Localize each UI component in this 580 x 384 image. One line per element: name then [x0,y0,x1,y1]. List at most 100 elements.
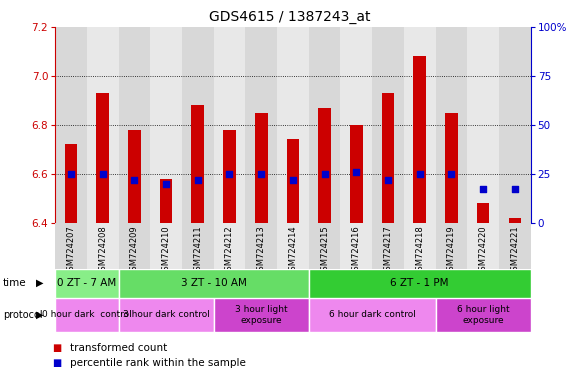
Bar [436,27,467,223]
Bar [287,139,299,223]
Bar [55,223,87,269]
Bar [118,223,150,269]
Point [161,180,171,187]
Point [98,170,107,177]
Text: GSM724215: GSM724215 [320,225,329,276]
Text: percentile rank within the sample: percentile rank within the sample [70,358,245,368]
Text: 3 ZT - 10 AM: 3 ZT - 10 AM [181,278,246,288]
Bar [277,27,309,223]
Point [510,186,520,192]
Text: 0 hour dark  control: 0 hour dark control [42,310,132,319]
Text: GSM724221: GSM724221 [510,225,519,276]
Text: ■: ■ [52,343,61,353]
Bar [477,203,490,223]
Point [225,170,234,177]
Text: 3 hour light
exposure: 3 hour light exposure [235,305,288,324]
Text: GSM724218: GSM724218 [415,225,424,276]
Point [415,170,425,177]
Bar [509,218,521,223]
Bar [436,223,467,269]
Text: ■: ■ [52,358,61,368]
Bar [87,27,118,223]
Text: GSM724211: GSM724211 [193,225,202,276]
Bar [318,108,331,223]
Text: protocol: protocol [3,310,42,320]
Bar [223,130,236,223]
Point [447,170,456,177]
Text: GSM724220: GSM724220 [478,225,488,276]
Bar [414,56,426,223]
Text: GSM724207: GSM724207 [67,225,75,276]
Bar [340,223,372,269]
Bar [309,269,531,298]
Point [66,170,75,177]
Bar [213,223,245,269]
Bar [309,27,340,223]
Bar [150,223,182,269]
Bar [96,93,109,223]
Bar [118,298,213,332]
Bar [118,269,309,298]
Bar [128,130,141,223]
Bar [182,223,213,269]
Bar [160,179,172,223]
Point [320,170,329,177]
Text: 3 hour dark control: 3 hour dark control [122,310,209,319]
Text: 6 hour light
exposure: 6 hour light exposure [457,305,509,324]
Text: GSM724208: GSM724208 [98,225,107,276]
Bar [372,223,404,269]
Point [288,177,298,183]
Text: 6 ZT - 1 PM: 6 ZT - 1 PM [390,278,449,288]
Bar [350,125,362,223]
Text: ▶: ▶ [36,310,44,320]
Bar [382,93,394,223]
Bar [372,27,404,223]
Point [193,177,202,183]
Bar [118,27,150,223]
Point [256,170,266,177]
Bar [436,298,531,332]
Bar [150,27,182,223]
Point [351,169,361,175]
Bar [87,223,118,269]
Text: GSM724209: GSM724209 [130,225,139,276]
Bar [55,298,118,332]
Bar [467,223,499,269]
Text: 6 hour dark control: 6 hour dark control [329,310,416,319]
Bar [404,223,436,269]
Text: GSM724219: GSM724219 [447,225,456,276]
Text: GSM724216: GSM724216 [352,225,361,276]
Bar [191,105,204,223]
Bar [277,223,309,269]
Text: GSM724217: GSM724217 [383,225,393,276]
Text: GDS4615 / 1387243_at: GDS4615 / 1387243_at [209,10,371,23]
Text: GSM724210: GSM724210 [162,225,171,276]
Bar [213,27,245,223]
Bar [445,113,458,223]
Point [130,177,139,183]
Point [478,186,488,192]
Text: time: time [3,278,27,288]
Bar [55,27,87,223]
Bar [245,27,277,223]
Bar [213,298,309,332]
Bar [182,27,213,223]
Point [383,177,393,183]
Bar [499,223,531,269]
Bar [340,27,372,223]
Text: ▶: ▶ [36,278,44,288]
Bar [404,27,436,223]
Text: 0 ZT - 7 AM: 0 ZT - 7 AM [57,278,117,288]
Bar [309,223,340,269]
Text: GSM724214: GSM724214 [288,225,298,276]
Bar [309,298,436,332]
Bar [55,269,118,298]
Bar [245,223,277,269]
Bar [467,27,499,223]
Bar [499,27,531,223]
Text: GSM724213: GSM724213 [257,225,266,276]
Text: transformed count: transformed count [70,343,167,353]
Bar [64,144,77,223]
Text: GSM724212: GSM724212 [225,225,234,276]
Bar [255,113,267,223]
